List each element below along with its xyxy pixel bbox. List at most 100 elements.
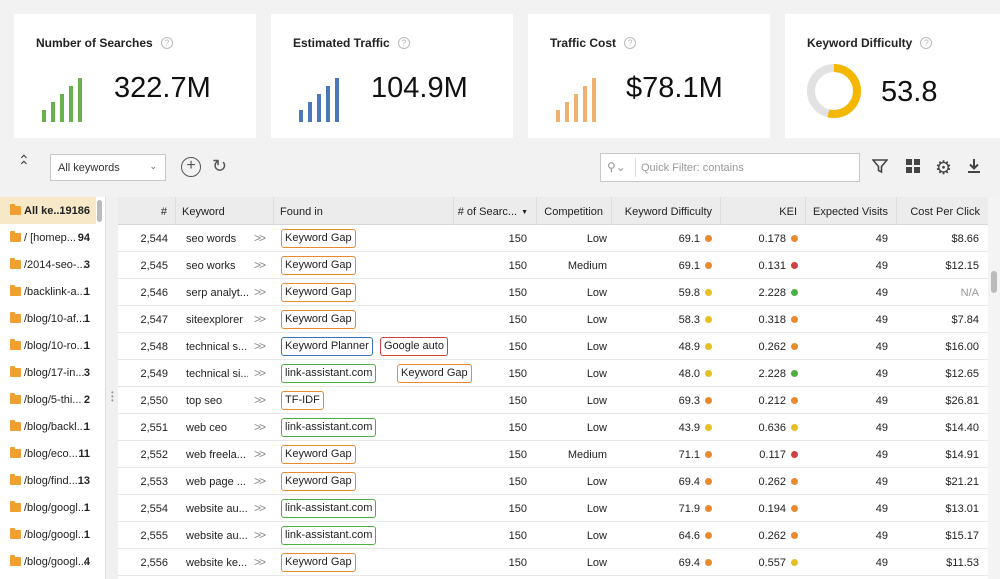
col-header-competition[interactable]: Competition [537, 197, 612, 225]
col-header-num[interactable]: # [118, 197, 176, 225]
source-tag[interactable]: Keyword Gap [397, 364, 472, 383]
expand-arrows-icon[interactable]: >> [254, 528, 266, 542]
source-tag[interactable]: Keyword Gap [281, 445, 356, 464]
cell-keyword: technical si... [186, 368, 248, 380]
col-header-keyword[interactable]: Keyword [176, 197, 274, 225]
expand-arrows-icon[interactable]: >> [254, 258, 266, 272]
table-row[interactable]: 2,553 web page ... >> Keyword Gap 150 Low 69.4… [118, 468, 988, 495]
grid-view-icon[interactable] [905, 158, 921, 179]
searches-card: Number of Searches? 322.7M [14, 14, 256, 138]
col-header-cpc[interactable]: Cost Per Click [910, 206, 980, 218]
quick-filter-input[interactable] [641, 159, 851, 177]
expand-arrows-icon[interactable]: >> [254, 366, 266, 380]
source-tag[interactable]: Keyword Gap [281, 283, 356, 302]
table-row[interactable]: 2,554 website au... >> link-assistant.com 15… [118, 495, 988, 522]
col-header-kei[interactable]: KEI [721, 197, 806, 225]
add-icon[interactable]: + [181, 157, 201, 177]
refresh-icon[interactable]: ↻ [212, 156, 228, 176]
sidebar-item[interactable]: /blog/googl... 1 [0, 494, 96, 521]
expand-arrows-icon[interactable]: >> [254, 231, 266, 245]
cell-difficulty: 69.3 [612, 387, 712, 414]
table-row[interactable]: 2,549 technical si... >> link-assistant.com… [118, 360, 988, 387]
sidebar-item[interactable]: /blog/eco... 11 [0, 440, 96, 467]
source-tag[interactable]: Keyword Gap [281, 229, 356, 248]
source-tag[interactable]: Keyword Gap [281, 472, 356, 491]
col-header-searches[interactable]: # of Searc... ▼ [454, 197, 537, 225]
sidebar-item[interactable]: /blog/backl... 1 [0, 413, 96, 440]
source-tag[interactable]: Google auto [380, 337, 448, 356]
source-tag[interactable]: link-assistant.com [281, 364, 377, 383]
collapse-icon[interactable]: ⌃ ⌃ [18, 152, 30, 174]
download-icon[interactable] [966, 158, 982, 179]
table-row[interactable]: 2,544 seo words >> Keyword Gap 150 Low 69.1 0.1… [118, 225, 988, 252]
kei-value: 0.117 [759, 449, 786, 461]
col-header-searches-label: # of Searc... [457, 206, 518, 218]
cell-visits: 49 [875, 503, 888, 515]
table-row[interactable]: 2,550 top seo >> TF-IDF 150 Low 69.3 0.212 49 $26… [118, 387, 988, 414]
quick-filter: ⚲⌄ [600, 153, 860, 182]
sidebar-item[interactable]: / [homep... 94 [0, 224, 96, 251]
source-tag[interactable]: Keyword Gap [281, 553, 356, 572]
sidebar-item[interactable]: /blog/10-af... 1 [0, 305, 96, 332]
source-tag[interactable]: TF-IDF [281, 391, 324, 410]
gear-icon[interactable]: ⚙ [935, 158, 953, 179]
sidebar-item-label: / [homep... [24, 232, 76, 244]
table-row[interactable]: 2,551 web ceo >> link-assistant.com 150 Low 43… [118, 414, 988, 441]
sidebar-item[interactable]: /blog/find... 13 [0, 467, 96, 494]
table-row[interactable]: 2,556 website ke... >> Keyword Gap 150 Low 69.… [118, 549, 988, 576]
table-scrollbar[interactable] [988, 197, 1000, 579]
sidebar-item[interactable]: /blog/googl... 1 [0, 521, 96, 548]
sidebar-item[interactable]: /backlink-a... 1 [0, 278, 96, 305]
col-header-difficulty[interactable]: Keyword Difficulty [612, 197, 721, 225]
source-tag[interactable]: Keyword Gap [281, 256, 356, 275]
expand-arrows-icon[interactable]: >> [254, 501, 266, 515]
table-row[interactable]: 2,546 serp analyt... >> Keyword Gap 150 Low 59… [118, 279, 988, 306]
sidebar-scrollbar[interactable] [97, 200, 102, 222]
sidebar-item-count: 1 [83, 502, 90, 514]
table-row[interactable]: 2,548 technical s... >> Keyword Planner Goog… [118, 333, 988, 360]
table-row[interactable]: 2,555 website au... >> link-assistant.com 15… [118, 522, 988, 549]
expand-arrows-icon[interactable]: >> [254, 393, 266, 407]
expand-arrows-icon[interactable]: >> [254, 474, 266, 488]
cell-difficulty: 59.8 [612, 279, 712, 306]
sidebar-item[interactable]: /blog/10-ro... 1 [0, 332, 96, 359]
table-row[interactable]: 2,545 seo works >> Keyword Gap 150 Medium 69.1… [118, 252, 988, 279]
cell-keyword: website au... [186, 530, 248, 542]
expand-arrows-icon[interactable]: >> [254, 420, 266, 434]
sidebar-item[interactable]: /blog/5-thi... 2 [0, 386, 96, 413]
expand-arrows-icon[interactable]: >> [254, 312, 266, 326]
source-tag[interactable]: link-assistant.com [281, 526, 377, 545]
search-icon[interactable]: ⚲⌄ [607, 160, 626, 174]
source-tag[interactable]: link-assistant.com [281, 499, 377, 518]
sidebar-item[interactable]: /blog/googl... 4 [0, 548, 96, 575]
sidebar-item[interactable]: /blog/17-in... 3 [0, 359, 96, 386]
table-row[interactable]: 2,547 siteexplorer >> Keyword Gap 150 Low 58.3… [118, 306, 988, 333]
pane-splitter[interactable]: • • • [106, 197, 118, 579]
cell-num: 2,546 [140, 287, 168, 299]
help-icon[interactable]: ? [624, 37, 637, 49]
help-icon[interactable]: ? [397, 37, 410, 49]
cell-searches: 150 [508, 260, 527, 272]
table-row[interactable]: 2,552 web freela... >> Keyword Gap 150 Medium… [118, 441, 988, 468]
expand-arrows-icon[interactable]: >> [254, 447, 266, 461]
expand-arrows-icon[interactable]: >> [254, 285, 266, 299]
cell-visits: 49 [875, 287, 888, 299]
difficulty-value: 69.1 [678, 233, 700, 245]
folder-icon [10, 204, 21, 215]
scrollbar-thumb[interactable] [991, 271, 997, 293]
sidebar-item[interactable]: /2014-seo-... 3 [0, 251, 96, 278]
source-tag[interactable]: Keyword Planner [281, 337, 373, 356]
cell-competition: Low [586, 314, 607, 326]
source-tag[interactable]: Keyword Gap [281, 310, 356, 329]
help-icon[interactable]: ? [160, 37, 173, 49]
filter-icon[interactable] [871, 158, 889, 179]
col-header-found-in[interactable]: Found in [274, 197, 454, 225]
expand-arrows-icon[interactable]: >> [254, 339, 266, 353]
col-header-visits[interactable]: Expected Visits [806, 197, 897, 225]
keyword-group-select[interactable]: All keywords ⌄ [50, 154, 166, 181]
help-icon[interactable]: ? [920, 37, 933, 49]
sidebar-item[interactable]: All ke... 19186 [0, 197, 96, 224]
folder-icon [10, 393, 21, 404]
source-tag[interactable]: link-assistant.com [281, 418, 377, 437]
expand-arrows-icon[interactable]: >> [254, 555, 266, 569]
